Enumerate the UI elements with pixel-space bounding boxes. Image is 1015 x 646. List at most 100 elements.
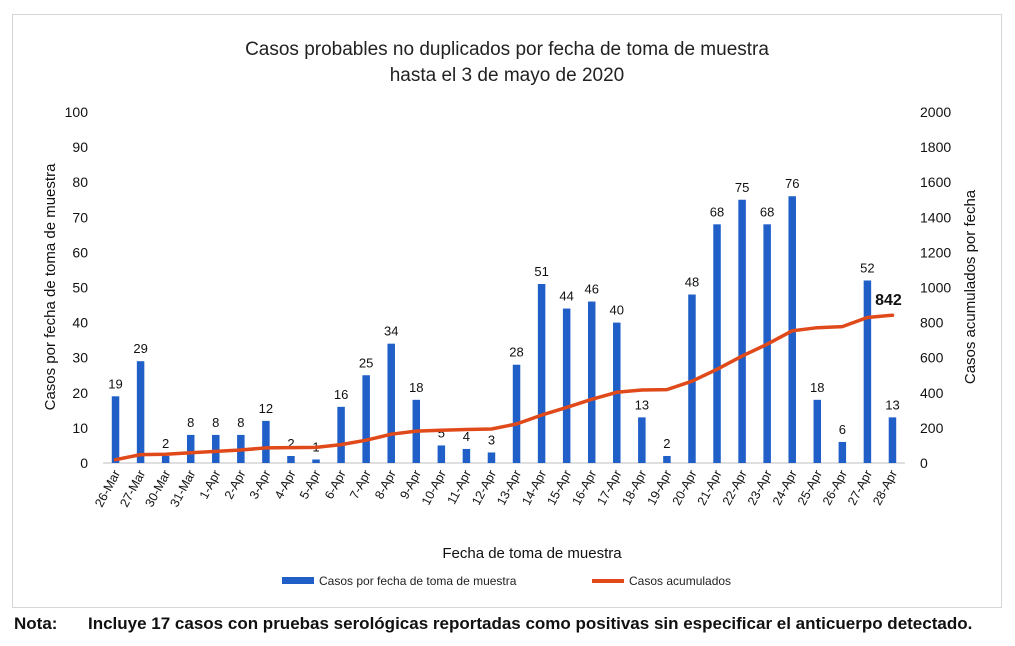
footnote-label: Nota: xyxy=(14,614,58,633)
bar xyxy=(111,396,120,463)
bar-value-label: 19 xyxy=(108,376,122,391)
bar-value-label: 8 xyxy=(187,415,194,430)
bar-value-label: 4 xyxy=(463,429,470,444)
bar xyxy=(713,224,721,463)
y2-tick-label: 400 xyxy=(920,385,944,401)
bar xyxy=(437,445,446,463)
bar-value-label: 18 xyxy=(409,380,423,395)
bar-value-label: 13 xyxy=(635,397,649,412)
plot-area: 0102030405060708090100020040060080010001… xyxy=(65,104,952,509)
bar-value-label: 29 xyxy=(133,341,147,356)
bar-value-label: 68 xyxy=(710,204,724,219)
y2-tick-label: 2000 xyxy=(920,104,951,120)
bar xyxy=(387,343,395,463)
y-tick-label: 70 xyxy=(72,209,88,225)
legend-line-label: Casos acumulados xyxy=(629,574,731,588)
y-tick-label: 90 xyxy=(72,139,88,155)
y2-tick-label: 0 xyxy=(920,455,928,471)
x-tick-label: 28-Apr xyxy=(870,468,900,508)
bar xyxy=(638,417,646,463)
bar xyxy=(287,455,295,463)
cumulative-end-label: 842 xyxy=(875,292,902,309)
x-axis-title: Fecha de toma de muestra xyxy=(442,545,622,562)
bar xyxy=(537,283,546,463)
bar xyxy=(838,441,847,463)
bar-value-label: 8 xyxy=(212,415,219,430)
bar-value-label: 5 xyxy=(438,425,445,440)
legend-bar-label: Casos por fecha de toma de muestra xyxy=(319,574,517,588)
x-tick-label: 7-Apr xyxy=(347,468,374,502)
bar-value-label: 76 xyxy=(785,176,799,191)
x-tick-label: 6-Apr xyxy=(322,468,349,502)
y2-tick-label: 600 xyxy=(920,350,944,366)
bar-value-label: 12 xyxy=(259,401,273,416)
bar-value-label: 28 xyxy=(509,345,523,360)
bar-value-label: 40 xyxy=(610,303,624,318)
bar-value-label: 51 xyxy=(534,264,548,279)
y-tick-label: 80 xyxy=(72,174,88,190)
bar xyxy=(587,301,596,463)
bar-value-label: 13 xyxy=(885,397,899,412)
y-tick-label: 100 xyxy=(65,104,89,120)
bar xyxy=(813,399,822,463)
bar xyxy=(487,452,496,463)
x-tick-label: 9-Apr xyxy=(397,468,424,502)
footnote-text: Incluye 17 casos con pruebas serológicas… xyxy=(88,614,973,633)
bar-value-label: 6 xyxy=(839,422,846,437)
y2-tick-label: 200 xyxy=(920,420,944,436)
bar-value-label: 46 xyxy=(584,282,598,297)
y-tick-label: 30 xyxy=(72,350,88,366)
y-tick-label: 10 xyxy=(72,420,88,436)
y-tick-label: 20 xyxy=(72,385,88,401)
bar-value-label: 25 xyxy=(359,355,373,370)
bar-value-label: 2 xyxy=(663,436,670,451)
bar-value-label: 48 xyxy=(685,275,699,290)
x-tick-label: 8-Apr xyxy=(372,468,399,502)
chart: Casos probables no duplicados por fecha … xyxy=(42,39,979,588)
y2-tick-label: 1000 xyxy=(920,280,951,296)
y-tick-label: 50 xyxy=(72,280,88,296)
bar-value-label: 2 xyxy=(162,436,169,451)
footnote: Nota: Incluye 17 casos con pruebas seroló… xyxy=(14,614,1004,634)
bar xyxy=(663,455,671,463)
bar-value-label: 34 xyxy=(384,324,398,339)
bar xyxy=(312,459,320,463)
x-tick-label: 5-Apr xyxy=(297,468,324,502)
chart-title: Casos probables no duplicados por fecha … xyxy=(245,39,769,60)
bar xyxy=(262,420,270,463)
chart-frame xyxy=(12,14,1002,608)
y2-tick-label: 1200 xyxy=(920,244,951,260)
x-tick-label: 2-Apr xyxy=(222,468,249,502)
bar-value-label: 16 xyxy=(334,387,348,402)
bar xyxy=(161,455,170,463)
bar-value-label: 8 xyxy=(237,415,244,430)
y2-axis-title: Casos acumulados por fecha xyxy=(962,189,979,384)
x-tick-label: 1-Apr xyxy=(197,468,224,502)
bar xyxy=(186,434,195,463)
x-tick-label: 10-Apr xyxy=(419,468,449,508)
chart-subtitle: hasta el 3 de mayo de 2020 xyxy=(390,65,625,86)
bar-value-label: 18 xyxy=(810,380,824,395)
cumulative-line xyxy=(113,313,895,462)
y2-tick-label: 1800 xyxy=(920,139,951,155)
bar xyxy=(362,375,370,463)
bar xyxy=(136,361,145,463)
bar xyxy=(337,406,345,463)
y-tick-label: 0 xyxy=(80,455,88,471)
bar xyxy=(462,448,471,463)
x-tick-label: 4-Apr xyxy=(272,468,299,502)
legend: Casos por fecha de toma de muestra Casos… xyxy=(282,574,731,588)
bar xyxy=(562,308,571,463)
bar xyxy=(863,280,872,463)
y-tick-label: 40 xyxy=(72,315,88,331)
y-axis-title: Casos por fecha de toma de muestra xyxy=(42,163,59,410)
bar-value-label: 44 xyxy=(559,289,573,304)
legend-bar-swatch xyxy=(282,577,314,584)
bar-value-label: 2 xyxy=(287,436,294,451)
bar-value-label: 75 xyxy=(735,180,749,195)
bar xyxy=(888,417,897,463)
y2-tick-label: 1400 xyxy=(920,209,951,225)
bar xyxy=(212,434,220,463)
bar-value-label: 3 xyxy=(488,432,495,447)
y2-tick-label: 1600 xyxy=(920,174,951,190)
